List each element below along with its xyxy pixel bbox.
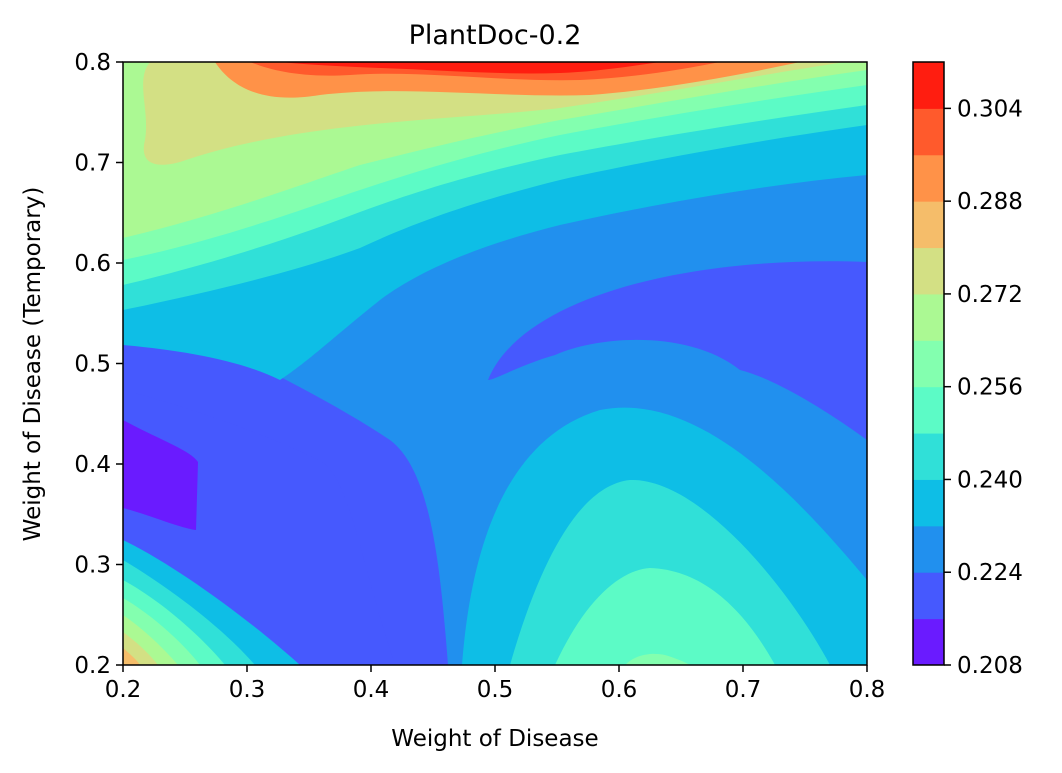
colorbar-segment [913, 386, 944, 434]
colorbar-segment [913, 433, 944, 480]
y-tick-label: 0.5 [74, 352, 111, 378]
x-axis-label: Weight of Disease [391, 726, 598, 752]
y-tick-label: 0.3 [74, 553, 111, 579]
contour-band-right-pocket [488, 261, 867, 440]
x-tick-label: 0.4 [353, 677, 390, 703]
x-tick-label: 0.7 [725, 677, 762, 703]
colorbar-segment [913, 201, 944, 249]
colorbar-segment [913, 525, 944, 573]
x-tick-label: 0.2 [105, 677, 142, 703]
y-tick-label: 0.6 [74, 251, 111, 277]
colorbar-segment [913, 479, 944, 527]
colorbar-segment [913, 293, 944, 341]
colorbar: 0.208 0.224 0.240 0.256 0.272 0.288 0.304 [912, 61, 1023, 679]
x-tick-label: 0.3 [229, 677, 266, 703]
y-tick-label: 0.7 [74, 151, 111, 177]
colorbar-tick-label: 0.256 [957, 375, 1023, 401]
colorbar-segment [913, 247, 944, 295]
colorbar-tick-label: 0.240 [957, 467, 1023, 493]
y-tick-label: 0.2 [74, 653, 111, 679]
contour-band-min-pocket [123, 420, 198, 530]
contour-band-corner-7 [123, 648, 140, 665]
colorbar-tick-label: 0.208 [957, 653, 1023, 679]
y-tick-label: 0.8 [74, 50, 111, 76]
contour-band-bottom-3 [555, 568, 775, 665]
colorbar-tick-label: 0.224 [957, 560, 1023, 586]
colorbar-segment [913, 62, 944, 109]
x-tick-label: 0.6 [601, 677, 638, 703]
y-axis-label: Weight of Disease (Temporary) [20, 187, 46, 542]
colorbar-segment [913, 108, 944, 156]
colorbar-segment [913, 340, 944, 388]
colorbar-tick-label: 0.304 [957, 96, 1023, 122]
colorbar-frame [912, 61, 945, 666]
x-axis: 0.2 0.3 0.4 0.5 0.6 0.7 0.8 [105, 665, 886, 703]
x-tick-label: 0.5 [477, 677, 514, 703]
colorbar-tick-label: 0.272 [957, 282, 1023, 308]
contour-band-top-9 [280, 62, 660, 74]
colorbar-segment [913, 572, 944, 620]
y-tick-label: 0.4 [74, 452, 111, 478]
colorbar-segment [913, 618, 944, 666]
y-axis: 0.2 0.3 0.4 0.5 0.6 0.7 0.8 [74, 50, 123, 679]
plot-area [123, 62, 867, 665]
chart-title: PlantDoc-0.2 [409, 20, 582, 51]
colorbar-segment [913, 154, 944, 202]
contour-band-bottom-4 [625, 653, 690, 665]
x-tick-label: 0.8 [849, 677, 886, 703]
colorbar-tick-label: 0.288 [957, 189, 1023, 215]
